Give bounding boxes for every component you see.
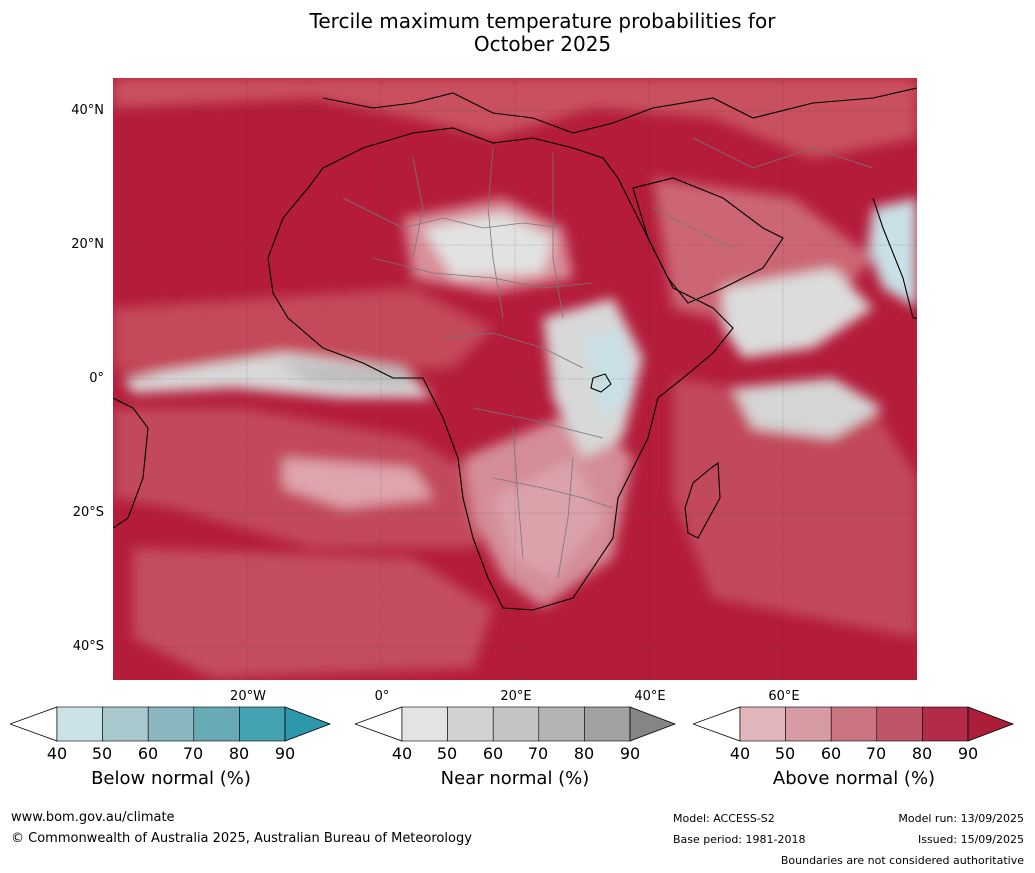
tick: 60 [137,744,159,763]
tick: 60 [820,744,842,763]
colorbar-segment [876,706,923,742]
map-canvas [113,78,917,680]
colorbar-segment [538,706,585,742]
colorbar-segment [447,706,494,742]
below-normal-colorbar [10,706,332,742]
colorbar-segment [56,706,103,742]
issued-text: Issued: 15/09/2025 [917,833,1024,846]
lon-label-0: 0° [374,689,390,704]
colorbar-min-arrow [693,706,741,742]
coastlines [113,87,917,611]
colorbar-segment [102,706,149,742]
tick: 70 [865,744,887,763]
website-link[interactable]: www.bom.gov.au/climate [11,810,175,825]
copyright-text: © Commonwealth of Australia 2025, Austra… [11,831,472,846]
colorbar-min-arrow [10,706,58,742]
lat-label-0: 0° [89,371,104,386]
tick: 60 [482,744,504,763]
above-normal-label: Above normal (%) [772,768,936,789]
colorbar-segment [584,706,631,742]
colorbar-segment [492,706,540,742]
tick: 80 [573,744,595,763]
tick: 80 [911,744,933,763]
tick: 70 [527,744,549,763]
colorbar-segment [785,706,832,742]
tick: 90 [619,744,641,763]
lon-label-40e: 40°E [634,689,666,704]
model-text: Model: ACCESS-S2 [673,812,775,825]
tick: 40 [46,744,68,763]
colorbar-max-arrow [629,706,677,742]
base-period-text: Base period: 1981-2018 [673,833,806,846]
lat-label-20n: 20°N [71,237,104,252]
tick: 40 [391,744,413,763]
lon-label-60e: 60°E [768,689,800,704]
above-normal-colorbar [693,706,1015,742]
country-borders [342,137,874,579]
colorbar-segment [147,706,195,742]
colorbar-min-arrow [355,706,403,742]
model-run-text: Model run: 13/09/2025 [898,812,1024,825]
tick: 50 [91,744,113,763]
colorbar-segment [739,706,786,742]
probability-map [113,78,917,680]
tick: 50 [436,744,458,763]
near-normal-colorbar [355,706,677,742]
lon-label-20w: 20°W [230,689,266,704]
colorbar-segment [401,706,448,742]
tick: 90 [957,744,979,763]
colorbar-segment [922,706,969,742]
colorbar-segment [239,706,286,742]
map-title: Tercile maximum temperature probabilitie… [0,10,1035,56]
title-line-1: Tercile maximum temperature probabilitie… [309,9,776,33]
title-line-2: October 2025 [473,32,612,56]
tick: 90 [274,744,296,763]
tick: 80 [228,744,250,763]
lat-label-20s: 20°S [72,505,104,520]
tick: 40 [729,744,751,763]
colorbar-max-arrow [967,706,1015,742]
below-normal-label: Below normal (%) [91,768,251,789]
lat-label-40n: 40°N [71,103,104,118]
colorbar-max-arrow [284,706,332,742]
near-normal-label: Near normal (%) [440,768,590,789]
colorbar-segment [193,706,240,742]
disclaimer-text: Boundaries are not considered authoritat… [780,854,1024,867]
tick: 70 [182,744,204,763]
tick: 50 [774,744,796,763]
colorbar-segment [830,706,878,742]
lat-label-40s: 40°S [72,639,104,654]
lon-label-20e: 20°E [500,689,532,704]
